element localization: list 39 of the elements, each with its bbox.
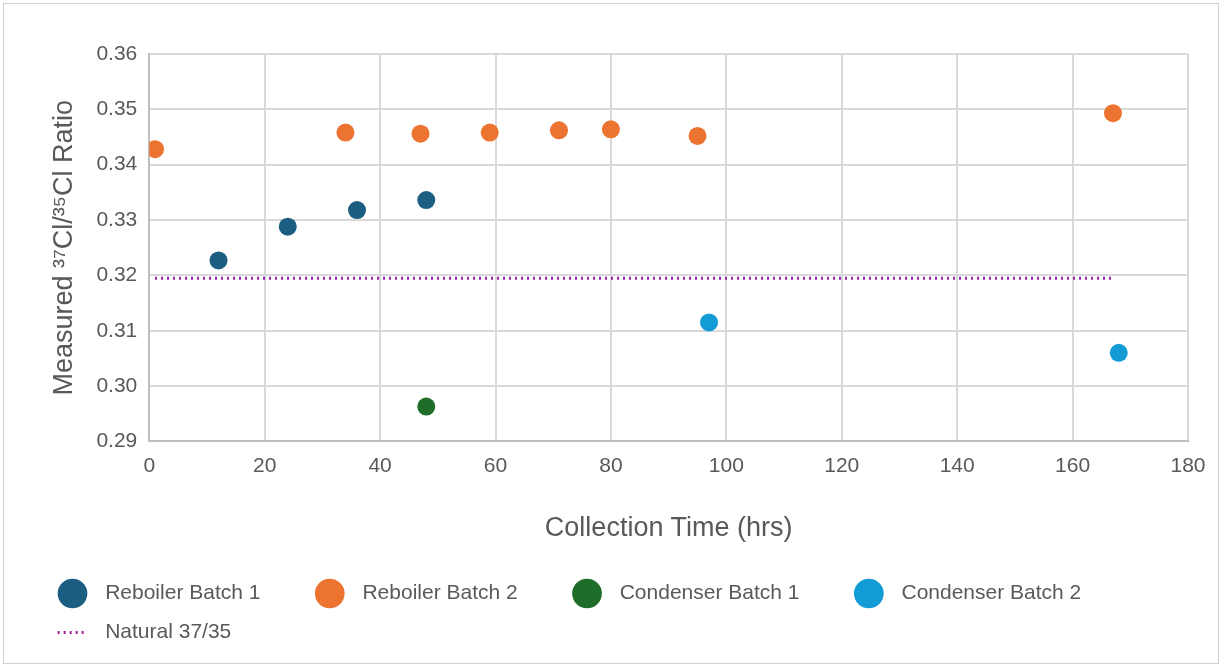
point xyxy=(480,123,499,142)
point xyxy=(336,123,355,142)
legend-label: Reboiler Batch 2 xyxy=(350,580,559,604)
y-tick-label: 0.33 xyxy=(96,206,138,230)
x-axis-title: Collection Time (hrs) xyxy=(544,512,793,543)
y-tick-label: 0.30 xyxy=(96,372,138,396)
x-tick-label: 0 xyxy=(143,452,156,476)
y-tick-label: 0.32 xyxy=(96,262,138,286)
x-tick-label: 80 xyxy=(599,452,623,476)
legend-label: Natural 37/35 xyxy=(93,619,273,643)
y-tick-label: 0.29 xyxy=(96,428,138,452)
point xyxy=(601,120,620,139)
y-axis-title: Measured ³⁷Cl/³⁵Cl Ratio xyxy=(47,99,78,396)
x-tick-label: 140 xyxy=(939,452,975,476)
point xyxy=(417,191,436,210)
point xyxy=(411,124,430,143)
point xyxy=(549,121,568,140)
point xyxy=(417,397,436,416)
x-tick-label: 120 xyxy=(824,452,860,476)
point xyxy=(209,251,228,270)
y-tick-label: 0.34 xyxy=(96,151,138,175)
legend-label: Reboiler Batch 1 xyxy=(93,580,302,604)
legend-label: Condenser Batch 2 xyxy=(889,580,1123,604)
point xyxy=(1109,343,1128,362)
point xyxy=(348,201,367,220)
y-tick-label: 0.36 xyxy=(96,40,138,64)
x-tick-label: 100 xyxy=(708,452,744,476)
point xyxy=(1103,104,1122,123)
x-tick-label: 160 xyxy=(1055,452,1091,476)
point xyxy=(688,126,707,145)
point xyxy=(700,313,719,332)
x-tick-label: 180 xyxy=(1170,452,1206,476)
x-tick-label: 40 xyxy=(368,452,392,476)
y-tick-label: 0.31 xyxy=(96,317,138,341)
y-tick-label: 0.35 xyxy=(96,96,138,120)
point xyxy=(278,217,297,236)
x-tick-label: 60 xyxy=(483,452,508,476)
legend-label: Condenser Batch 1 xyxy=(608,580,841,604)
x-tick-label: 20 xyxy=(253,452,277,476)
